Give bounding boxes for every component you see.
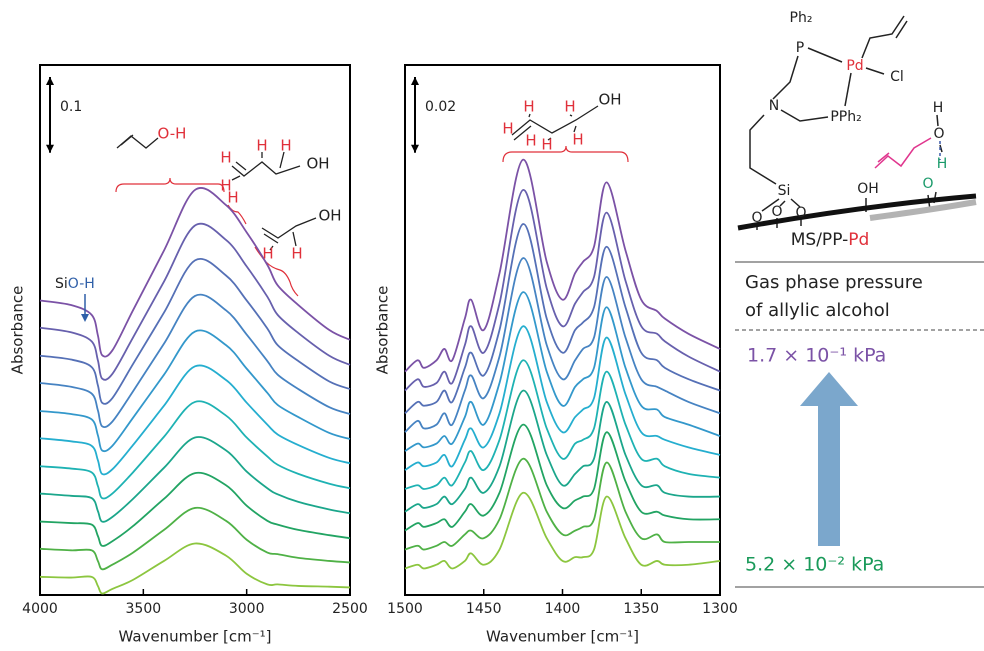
atom-label: H <box>525 132 536 150</box>
atom-label: H <box>502 120 513 138</box>
surface-shadow <box>869 199 977 221</box>
silanol-label: SiO-H <box>55 276 95 292</box>
spectrum-line <box>404 291 721 452</box>
atom-label: P <box>796 40 804 56</box>
atom-label: Pd <box>846 58 863 74</box>
spectrum-line <box>39 471 351 547</box>
atom-label: H <box>937 156 948 172</box>
scale-bar-head <box>46 144 54 153</box>
scale-bar-head <box>411 77 419 85</box>
increase-arrow <box>818 404 840 546</box>
atom-label: OH <box>306 155 329 173</box>
spectrum-line <box>404 257 721 433</box>
spectrum-line <box>404 223 721 414</box>
spectrum-line <box>404 325 721 471</box>
atom-label: H <box>262 245 273 263</box>
high-pressure: 1.7 × 10⁻¹ kPa <box>747 345 886 367</box>
panel-heading: Gas phase pressure <box>745 272 923 293</box>
silica-surface <box>737 193 977 231</box>
atom-label: H <box>523 98 534 116</box>
scheme-caption: MS/PP-Pd <box>791 230 870 250</box>
y-axis-title: Absorbance <box>9 286 27 375</box>
molecule-bonds <box>116 105 599 251</box>
atom-label: H <box>256 137 267 155</box>
silanol-part: Si <box>55 276 68 292</box>
spectrum-line <box>39 329 351 453</box>
x-tick-label: 1400 <box>545 601 581 617</box>
x-tick-label: 1500 <box>387 601 423 617</box>
x-axis-title: Wavenumber [cm⁻¹] <box>486 628 639 646</box>
atom-label: O-H <box>158 125 187 143</box>
atom-label: N <box>769 98 779 114</box>
plot-frame <box>404 64 721 596</box>
atom-label: H <box>572 131 583 149</box>
atom-label: O <box>751 210 762 226</box>
atom-label: O <box>922 176 933 192</box>
spectrum-line <box>39 400 351 500</box>
spectrum-line <box>39 293 351 428</box>
scale-bar-label: 0.02 <box>425 99 456 115</box>
silanol-part: O-H <box>68 276 95 292</box>
atom-label: H <box>541 136 552 154</box>
atom-label: Si <box>778 183 791 199</box>
spectrum-line <box>39 187 351 358</box>
atom-label: Cl <box>890 69 904 85</box>
atom-label: OH <box>598 91 621 109</box>
x-tick-label: 1350 <box>623 601 659 617</box>
x-tick-label: 1450 <box>466 601 502 617</box>
atom-label: O <box>771 204 782 220</box>
increase-arrow-head <box>800 372 858 406</box>
spectrum-line <box>404 423 721 532</box>
spectrum-line <box>39 542 351 595</box>
spectrum-line <box>39 222 351 381</box>
atom-label: H <box>564 98 575 116</box>
spectrum-line <box>404 389 721 513</box>
x-tick-label: 3500 <box>126 601 162 617</box>
atom-label: O <box>933 126 944 142</box>
spectrum-line <box>404 158 721 373</box>
caption-part: Pd <box>848 230 869 250</box>
spectrum-line <box>39 258 351 405</box>
silanol-arrow-head <box>81 314 89 322</box>
atom-label: H <box>220 177 231 195</box>
atom-label: Ph₂ <box>790 10 813 26</box>
spectrum-line <box>39 436 351 523</box>
scale-bar-label: 0.1 <box>60 99 82 115</box>
plot-frame <box>39 64 351 596</box>
atom-label: OH <box>318 207 341 225</box>
atom-label: O <box>795 205 806 221</box>
spectrum-line <box>404 189 721 392</box>
atom-label: H <box>291 245 302 263</box>
atom-label: H <box>227 189 238 207</box>
low-pressure: 5.2 × 10⁻² kPa <box>745 554 884 576</box>
spectrum-line <box>404 491 721 570</box>
atom-label: PPh₂ <box>830 109 861 125</box>
x-tick-label: 2500 <box>332 601 368 617</box>
x-tick-label: 3000 <box>229 601 265 617</box>
atom-label: H <box>280 137 291 155</box>
spectrum-line <box>404 457 720 551</box>
spectrum-line <box>39 506 351 571</box>
spectrum-line <box>404 359 721 490</box>
scale-bar-head <box>46 77 54 85</box>
atom-label: OH <box>857 181 879 197</box>
panel-heading: of allylic alcohol <box>745 300 890 321</box>
x-tick-label: 4000 <box>22 601 58 617</box>
x-tick-label: 1300 <box>702 601 738 617</box>
y-axis-title: Absorbance <box>374 286 392 375</box>
atom-label: H <box>933 100 944 116</box>
annotation-braces <box>115 145 629 297</box>
scale-bar-head <box>411 144 419 153</box>
caption-part: MS/PP- <box>791 230 848 250</box>
atom-label: H <box>220 149 231 167</box>
x-axis-title: Wavenumber [cm⁻¹] <box>119 628 272 646</box>
spectrum-line <box>39 364 351 476</box>
